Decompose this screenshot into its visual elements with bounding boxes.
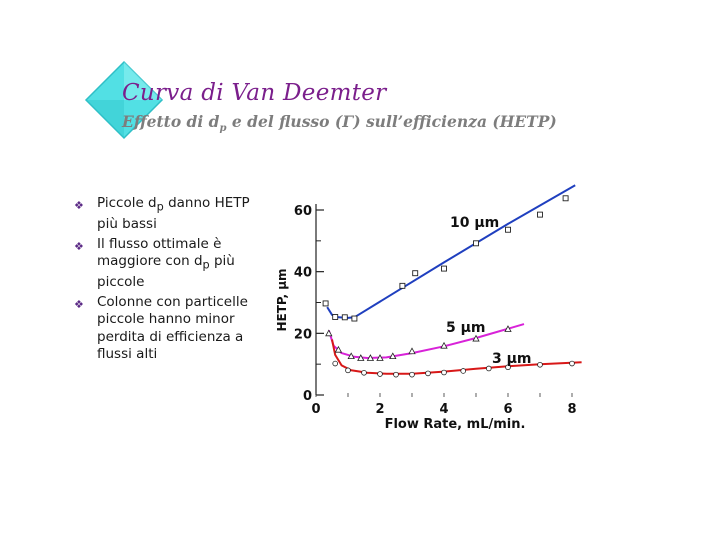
bullet-item: ❖ Colonne con particelle piccole hanno mi…	[74, 294, 274, 364]
chart-axes	[315, 204, 573, 397]
data-point-5um	[389, 352, 397, 360]
bullet-subscript: p	[202, 258, 210, 272]
bullet-item: ❖ Piccole dp danno HETP più bassi	[74, 195, 274, 234]
data-point-5um	[376, 354, 384, 361]
data-point-5um	[472, 334, 480, 342]
data-point-10um	[505, 226, 511, 233]
diamond-bullet-icon: ❖	[74, 297, 84, 311]
data-point-3um	[425, 370, 431, 377]
data-point-5um	[334, 345, 343, 353]
slide-title: Curva di Van Deemter	[122, 80, 387, 106]
bullet-item: ❖ Il flusso ottimale è maggiore con dp pi…	[74, 236, 274, 292]
x-tick-label: 2	[375, 402, 384, 417]
bullet-text: Il flusso ottimale è maggiore con d	[97, 235, 222, 270]
data-point-3um	[409, 371, 415, 378]
chart-labels: 0 20 40 60 0 2 4 6 8 10 μm 5 μm 3 μm	[294, 204, 577, 417]
series-label: 5 μm	[446, 320, 486, 336]
subtitle-part: e del flusso (Γ) sull’efficienza (HETP)	[226, 112, 557, 131]
x-tick-label: 4	[439, 402, 448, 417]
subtitle-subscript: p	[219, 123, 227, 135]
data-point-10um	[332, 314, 339, 320]
data-point-10um	[473, 240, 479, 247]
bullet-text: Colonne con particelle piccole hanno min…	[97, 293, 248, 363]
data-point-5um	[366, 354, 375, 361]
data-point-5um	[408, 347, 416, 355]
subtitle-part: Effetto di d	[122, 112, 220, 131]
series-label: 10 μm	[450, 215, 499, 231]
y-tick-label: 0	[303, 389, 312, 404]
series-line	[326, 184, 576, 319]
bullet-list: ❖ Piccole dp danno HETP più bassi ❖ Il flu…	[74, 195, 274, 366]
slide-subtitle: Effetto di dp e del flusso (Γ) sull’effi…	[122, 112, 557, 134]
x-tick-label: 0	[311, 402, 320, 417]
x-tick-label: 8	[567, 402, 576, 417]
bullet-text: Piccole d	[97, 195, 157, 211]
data-point-3um	[441, 369, 447, 376]
data-point-10um	[562, 195, 569, 202]
data-point-10um	[412, 270, 419, 277]
data-point-3um	[537, 361, 543, 368]
data-point-3um	[485, 365, 492, 372]
data-point-3um	[332, 360, 339, 367]
data-point-10um	[441, 265, 447, 272]
bullet-text: danno HETP più bassi	[97, 195, 250, 233]
y-tick-label: 60	[294, 204, 312, 219]
data-point-5um	[357, 354, 365, 361]
chart-curves	[326, 184, 582, 375]
data-point-3um	[361, 369, 367, 376]
data-point-3um	[345, 367, 351, 374]
data-point-3um	[569, 360, 575, 367]
y-tick-label: 20	[294, 327, 312, 342]
diamond-bullet-icon: ❖	[74, 199, 84, 212]
x-tick-label: 6	[503, 402, 512, 417]
series-label: 3 μm	[492, 351, 532, 367]
data-point-3um	[377, 371, 383, 377]
chart-markers	[322, 195, 575, 378]
bullet-text: più piccole	[97, 253, 235, 291]
y-axis-label: HETP, μm	[275, 268, 289, 331]
data-point-5um	[504, 325, 512, 332]
data-point-10um	[351, 315, 358, 322]
data-point-5um	[325, 329, 333, 337]
data-point-10um	[537, 211, 543, 218]
data-point-3um	[393, 371, 399, 378]
data-point-5um	[347, 352, 355, 360]
data-point-10um	[399, 282, 406, 289]
data-point-10um	[322, 300, 329, 307]
series-line	[331, 339, 582, 375]
data-point-3um	[505, 364, 511, 371]
y-tick-label: 40	[294, 266, 312, 281]
data-point-5um	[440, 341, 448, 349]
x-axis-label: Flow Rate, mL/min.	[385, 417, 526, 432]
diamond-bullet-icon: ❖	[74, 239, 84, 253]
data-point-10um	[341, 314, 348, 321]
cyan-diamond-decoration	[84, 60, 164, 140]
bullet-subscript: p	[156, 200, 164, 214]
data-point-3um	[460, 368, 467, 374]
